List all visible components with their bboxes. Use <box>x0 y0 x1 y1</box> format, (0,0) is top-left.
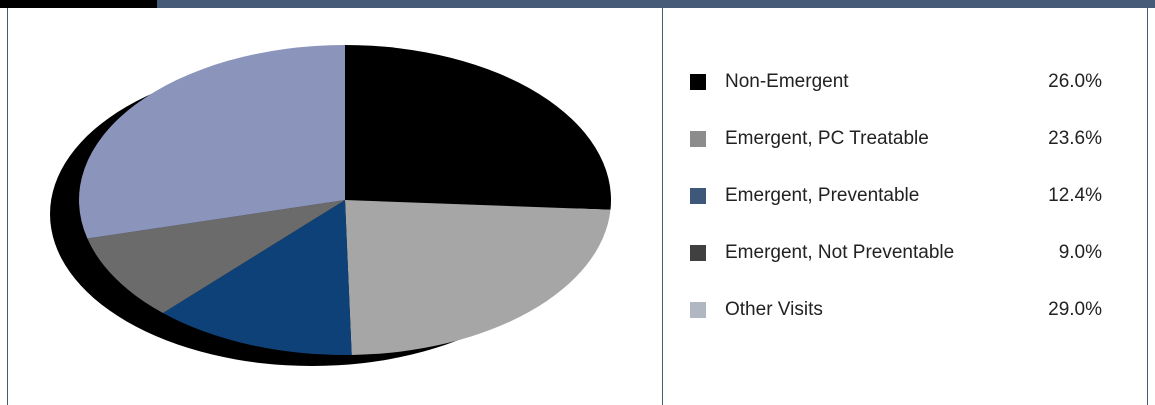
legend-item-emergent-preventable: Emergent, Preventable 12.4% <box>690 184 1110 208</box>
legend-label: Non-Emergent <box>725 71 849 92</box>
frame-border-right <box>1147 8 1148 405</box>
legend-label: Emergent, Not Preventable <box>725 242 955 263</box>
legend-item-non-emergent: Non-Emergent 26.0% <box>690 70 1110 94</box>
legend-item-emergent-pc-treatable: Emergent, PC Treatable 23.6% <box>690 127 1110 151</box>
header-bar <box>0 0 1155 8</box>
pie-slice-other-visits <box>79 45 345 239</box>
panel-divider <box>662 8 663 405</box>
pie-slice-emergent-pc-treatable <box>345 200 611 355</box>
legend-label: Emergent, Preventable <box>725 185 920 206</box>
legend-item-other-visits: Other Visits 29.0% <box>690 298 1110 322</box>
pie-slice-emergent-preventable <box>162 200 352 355</box>
legend-value: 23.6% <box>1048 128 1102 149</box>
legend-value: 29.0% <box>1048 299 1102 320</box>
legend-value: 9.0% <box>1058 242 1102 263</box>
legend-swatch <box>690 74 706 90</box>
legend-swatch <box>690 188 706 204</box>
legend-value: 26.0% <box>1048 71 1102 92</box>
pie-chart <box>50 45 612 366</box>
header-tab <box>0 0 157 8</box>
legend-swatch <box>690 131 706 147</box>
pie-slice-non-emergent <box>345 45 612 210</box>
pie-slice-emergent-not-preventable <box>87 200 346 313</box>
legend-label: Other Visits <box>725 299 823 320</box>
legend-item-emergent-not-preventable: Emergent, Not Preventable 9.0% <box>690 241 1110 265</box>
legend-swatch <box>690 302 706 318</box>
legend-label: Emergent, PC Treatable <box>725 128 929 149</box>
legend-value: 12.4% <box>1048 185 1102 206</box>
frame-border-left <box>7 8 8 405</box>
legend-swatch <box>690 245 706 261</box>
pie-chart-area <box>8 8 662 405</box>
